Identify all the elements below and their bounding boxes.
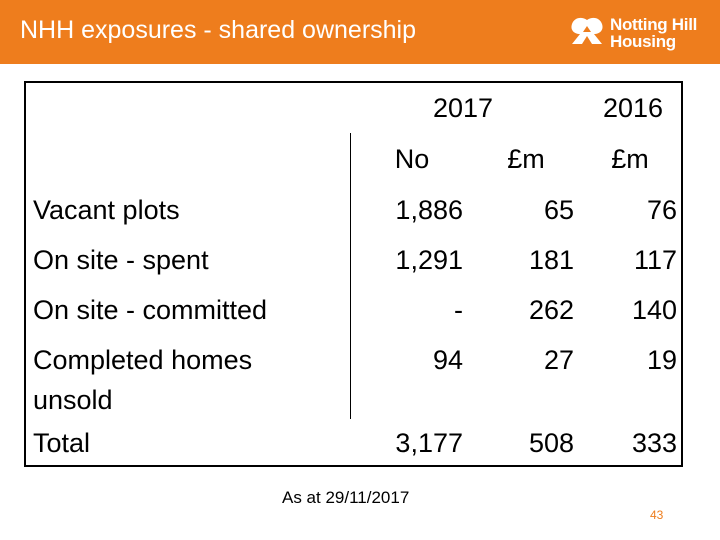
row-label-completed-homes: Completed homes [33, 345, 253, 375]
logo-text: Notting Hill Housing [610, 16, 697, 50]
vacant-plots-m-2016: 76 [646, 195, 677, 225]
vacant-plots-m-2017: 65 [543, 195, 574, 225]
total-m-2016: 333 [631, 428, 677, 458]
completed-homes-m-2017: 27 [543, 345, 574, 375]
row-label-on-site-committed: On site - committed [33, 295, 268, 325]
as-at-note: As at 29/11/2017 [282, 488, 410, 507]
slide-title: NHH exposures - shared ownership [20, 16, 417, 44]
on-site-spent-m-2016: 117 [633, 245, 677, 275]
total-no: 3,177 [395, 428, 463, 458]
notting-hill-logo: Notting Hill Housing [568, 14, 708, 54]
header-m-2016: £m [611, 144, 649, 174]
page-number: 43 [650, 508, 664, 522]
row-label-on-site-spent: On site - spent [33, 245, 209, 275]
row-label-total: Total [33, 428, 91, 458]
header-no: No [394, 144, 430, 174]
header-bar: NHH exposures - shared ownership Notting… [0, 0, 720, 64]
house-leaf-icon [571, 17, 603, 44]
completed-homes-no: 94 [432, 345, 463, 375]
completed-homes-m-2016: 19 [646, 345, 677, 375]
on-site-spent-m-2017: 181 [528, 245, 574, 275]
row-label-vacant-plots: Vacant plots [33, 195, 180, 225]
on-site-committed-m-2016: 140 [631, 295, 677, 325]
row-label-unsold: unsold [33, 385, 113, 415]
logo-line-2: Housing [610, 32, 676, 51]
header-m-2017: £m [507, 144, 545, 174]
table-frame [24, 81, 683, 467]
on-site-committed-no: - [454, 295, 463, 325]
header-2017: 2017 [432, 93, 494, 123]
total-m-2017: 508 [528, 428, 574, 458]
logo-line-1: Notting Hill [610, 15, 698, 34]
on-site-spent-no: 1,291 [395, 245, 463, 275]
header-2016: 2016 [602, 93, 664, 123]
column-divider [350, 133, 351, 419]
vacant-plots-no: 1,886 [395, 195, 463, 225]
on-site-committed-m-2017: 262 [528, 295, 574, 325]
